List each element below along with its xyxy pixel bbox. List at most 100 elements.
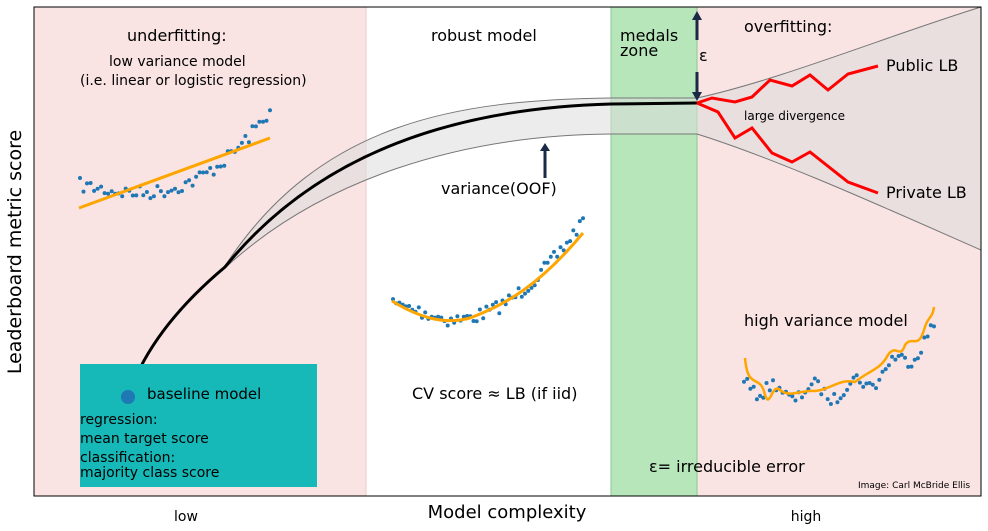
scatter-point xyxy=(506,293,511,298)
scatter-point xyxy=(758,393,763,398)
public-lb-line xyxy=(696,64,879,105)
scatter-point xyxy=(848,381,853,386)
scatter-point xyxy=(558,245,563,250)
scatter-point xyxy=(841,393,846,398)
mean-score-curve xyxy=(126,101,698,398)
overfit-fit-curve xyxy=(743,306,936,401)
scatter-point xyxy=(155,184,160,189)
scatter-point xyxy=(835,400,840,405)
scatter-point xyxy=(561,248,566,253)
scatter-point xyxy=(484,304,489,309)
ylabel: Leaderboard metric score xyxy=(4,130,26,374)
scatter-point xyxy=(204,170,209,175)
scatter-point xyxy=(552,249,556,254)
scatter-point xyxy=(751,384,756,389)
scatter-point xyxy=(883,367,888,372)
scatter-point xyxy=(906,364,911,369)
private-lb-label: Private LB xyxy=(886,183,967,202)
scatter-point xyxy=(243,134,248,138)
scatter-point xyxy=(771,378,775,383)
scatter-point xyxy=(571,228,576,233)
scatter-point xyxy=(477,307,482,312)
scatter-point xyxy=(877,377,882,382)
scatter-point xyxy=(190,183,195,188)
overfitting-title: overfitting: xyxy=(744,17,832,36)
scatter-point xyxy=(857,380,862,385)
scatter-point xyxy=(201,170,206,175)
cv-label: CV score ≈ LB (if iid) xyxy=(412,384,577,403)
scatter-point xyxy=(903,355,907,360)
scatter-point xyxy=(176,190,181,195)
epsilon-arrow xyxy=(692,11,702,101)
scatter-point xyxy=(870,382,875,387)
scatter-point xyxy=(880,369,885,374)
scatter-point xyxy=(812,376,817,381)
classification-value: majority class score xyxy=(80,465,219,481)
scatter-point xyxy=(208,166,213,170)
scatter-point xyxy=(445,323,450,328)
underfit-scatter xyxy=(78,108,272,201)
high-variance-label: high variance model xyxy=(744,311,908,330)
scatter-point xyxy=(246,140,251,145)
baseline-box xyxy=(80,364,317,487)
variance-label: variance(OOF) xyxy=(441,179,557,198)
scatter-point xyxy=(169,188,174,193)
scatter-point xyxy=(526,288,531,293)
scatter-point xyxy=(99,184,104,189)
scatter-point xyxy=(912,357,917,362)
x-high-label: high xyxy=(791,509,822,525)
scatter-point xyxy=(78,176,82,180)
scatter-point xyxy=(183,180,188,185)
baseline-point xyxy=(121,390,135,404)
scatter-point xyxy=(754,397,759,402)
scatter-point xyxy=(109,189,114,194)
scatter-point xyxy=(416,305,421,310)
scatter-point xyxy=(761,395,766,400)
scatter-point xyxy=(748,386,753,391)
scatter-point xyxy=(745,376,750,381)
underfit-fit-line xyxy=(78,136,271,210)
epsilon-label: ε xyxy=(699,46,708,65)
xlabel: Model complexity xyxy=(428,502,587,523)
scatter-point xyxy=(825,397,830,402)
scatter-point xyxy=(545,260,550,265)
scatter-point xyxy=(581,216,585,221)
scatter-point xyxy=(215,164,220,169)
image-credit: Image: Carl McBride Ellis xyxy=(858,481,970,491)
scatter-point xyxy=(197,170,202,175)
scatter-point xyxy=(490,302,495,307)
scatter-point xyxy=(919,350,924,355)
scatter-point xyxy=(148,196,153,201)
scatter-point xyxy=(819,392,824,397)
scatter-point xyxy=(391,297,395,302)
scatter-point xyxy=(539,267,544,272)
scatter-point xyxy=(851,375,856,380)
scatter-point xyxy=(158,189,163,194)
classification-title: classification: xyxy=(80,450,175,466)
scatter-point xyxy=(574,232,579,237)
robust-fit-curve xyxy=(391,232,585,323)
scatter-point xyxy=(151,194,156,199)
scatter-point xyxy=(106,191,111,196)
scatter-point xyxy=(838,396,843,401)
medals-zone-region xyxy=(611,7,697,496)
scatter-point xyxy=(222,163,227,168)
scatter-point xyxy=(85,181,89,186)
scatter-point xyxy=(474,319,479,324)
scatter-point xyxy=(542,260,547,265)
scatter-point xyxy=(896,354,901,358)
scatter-point xyxy=(764,381,769,385)
public-lb-label: Public LB xyxy=(886,56,958,75)
scatter-point xyxy=(120,194,125,199)
scatter-point xyxy=(218,164,223,169)
scatter-point xyxy=(790,394,795,399)
scatter-point xyxy=(899,352,904,357)
epsilon-note: ε= irreducible error xyxy=(649,457,805,476)
scatter-point xyxy=(742,379,746,384)
scatter-point xyxy=(932,324,936,329)
baseline-label: baseline model xyxy=(147,385,261,403)
scatter-point xyxy=(481,316,486,321)
scatter-point xyxy=(893,357,898,362)
x-low-label: low xyxy=(174,509,198,525)
scatter-point xyxy=(239,140,244,145)
